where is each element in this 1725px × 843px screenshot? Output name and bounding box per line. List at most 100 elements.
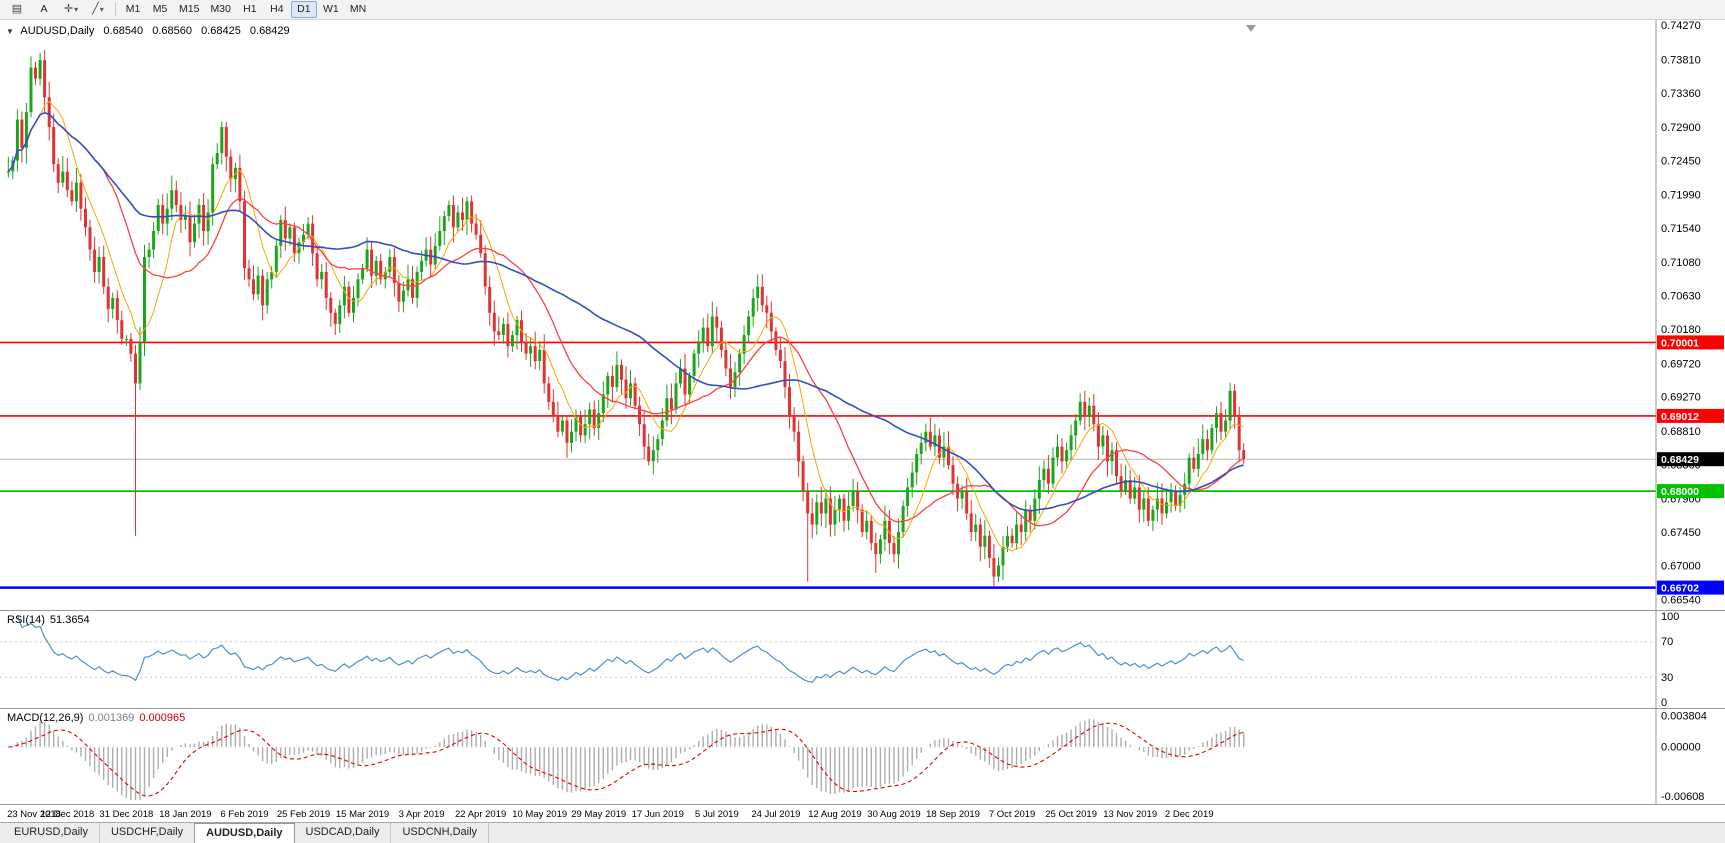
svg-text:0.68000: 0.68000 xyxy=(1661,486,1699,498)
price-axis[interactable]: 0.74270 0.73810 0.73360 0.72900 0.72450 0.719… xyxy=(1661,20,1707,803)
svg-text:0.71540: 0.71540 xyxy=(1661,223,1701,235)
top-toolbar: ▤ A ✛ ▾ ╱ ▾ M1 M5 M15 M30 H1 H4 D1 W1 MN xyxy=(0,0,1725,20)
symbol-name: AUDUSD,Daily xyxy=(20,25,95,37)
svg-text:0.70180: 0.70180 xyxy=(1661,324,1701,336)
macd-indicator-label: MACD(12,26,9) 0.001369 0.000965 xyxy=(7,712,185,724)
svg-text:0.69012: 0.69012 xyxy=(1661,411,1699,423)
svg-text:18 Sep 2019: 18 Sep 2019 xyxy=(926,809,980,820)
macd-main-value: 0.001369 xyxy=(88,712,135,724)
cursor-tool-button[interactable]: ✛ ▾ xyxy=(58,1,84,18)
moving-average-8-line xyxy=(7,100,1244,552)
chevron-down-icon: ▾ xyxy=(74,5,79,14)
timeframe-button-h1[interactable]: H1 xyxy=(243,3,257,15)
chart-svg[interactable]: 0.74270 0.73810 0.73360 0.72900 0.72450 0.719… xyxy=(0,20,1725,822)
svg-text:0.66702: 0.66702 xyxy=(1661,583,1699,595)
timeframe-button-m30[interactable]: M30 xyxy=(210,3,231,15)
svg-text:0.00000: 0.00000 xyxy=(1661,742,1701,754)
price-label-box: 0.69012 xyxy=(1657,408,1724,423)
svg-text:29 May 2019: 29 May 2019 xyxy=(571,809,626,820)
svg-text:12 Dec 2018: 12 Dec 2018 xyxy=(40,809,94,820)
svg-text:5 Jul 2019: 5 Jul 2019 xyxy=(695,809,739,820)
svg-text:22 Apr 2019: 22 Apr 2019 xyxy=(455,809,506,820)
svg-text:0.69720: 0.69720 xyxy=(1661,358,1701,370)
svg-text:0.70630: 0.70630 xyxy=(1661,291,1701,303)
svg-text:0.72450: 0.72450 xyxy=(1661,155,1701,167)
chart-tabbar: EURUSD,Daily USDCHF,Daily AUDUSD,Daily U… xyxy=(0,822,1725,843)
collapse-arrow-icon[interactable]: ▼ xyxy=(6,27,14,36)
new-chart-button[interactable]: ▤ xyxy=(4,1,30,18)
svg-text:0.71990: 0.71990 xyxy=(1661,190,1701,202)
rsi-line xyxy=(16,614,1244,683)
timeframe-button-mn[interactable]: MN xyxy=(349,3,367,15)
svg-text:0.70001: 0.70001 xyxy=(1661,337,1699,349)
svg-text:0.003804: 0.003804 xyxy=(1661,711,1707,723)
timeframe-button-w1[interactable]: W1 xyxy=(323,3,339,15)
chart-canvas[interactable]: 0.74270 0.73810 0.73360 0.72900 0.72450 0.719… xyxy=(0,20,1725,822)
timeframe-button-d1[interactable]: D1 xyxy=(290,1,317,18)
chart-tab-usdchf[interactable]: USDCHF,Daily xyxy=(100,823,196,843)
svg-text:30 Aug 2019: 30 Aug 2019 xyxy=(867,809,920,820)
chart-background xyxy=(0,20,1725,822)
rsi-value: 51.3654 xyxy=(49,614,90,626)
timeframe-button-m5[interactable]: M5 xyxy=(152,3,168,15)
price-label-box: 0.68429 xyxy=(1657,452,1724,466)
svg-text:23 Nov 2018: 23 Nov 2018 xyxy=(7,809,61,820)
chart-window-icon: ▤ xyxy=(11,3,23,15)
chart-tab-usdcad[interactable]: USDCAD,Daily xyxy=(295,823,392,843)
svg-text:0.67450: 0.67450 xyxy=(1661,527,1701,539)
crosshair-icon: ✛ xyxy=(63,3,74,15)
svg-text:-0.00608: -0.00608 xyxy=(1661,791,1704,803)
trendline-icon: ╱ xyxy=(92,3,99,15)
moving-average-50-line xyxy=(7,111,1244,512)
svg-text:18 Jan 2019: 18 Jan 2019 xyxy=(159,809,211,820)
svg-text:0.68810: 0.68810 xyxy=(1661,426,1701,438)
svg-text:3 Apr 2019: 3 Apr 2019 xyxy=(399,809,445,820)
chevron-down-icon: ▾ xyxy=(99,5,104,14)
svg-text:0.66540: 0.66540 xyxy=(1661,595,1701,607)
svg-text:12 Aug 2019: 12 Aug 2019 xyxy=(808,809,861,820)
ohlc-close: 0.68429 xyxy=(249,25,290,37)
svg-text:0.68429: 0.68429 xyxy=(1661,454,1699,466)
chart-tab-audusd[interactable]: AUDUSD,Daily xyxy=(194,823,295,843)
svg-text:0.74270: 0.74270 xyxy=(1661,20,1701,32)
price-label-box: 0.70001 xyxy=(1657,335,1724,349)
text-tool-button[interactable]: A xyxy=(31,1,57,18)
svg-text:24 Jul 2019: 24 Jul 2019 xyxy=(751,809,800,820)
timeframe-button-h4[interactable]: H4 xyxy=(270,3,284,15)
svg-text:30: 30 xyxy=(1661,672,1673,684)
text-tool-label: A xyxy=(40,3,48,15)
svg-text:10 May 2019: 10 May 2019 xyxy=(512,809,567,820)
svg-text:0.67000: 0.67000 xyxy=(1661,560,1701,572)
svg-text:70: 70 xyxy=(1661,636,1673,648)
svg-text:100: 100 xyxy=(1661,611,1679,623)
ohlc-open: 0.68540 xyxy=(103,25,144,37)
svg-text:6 Feb 2019: 6 Feb 2019 xyxy=(220,809,268,820)
svg-text:0.72900: 0.72900 xyxy=(1661,122,1701,134)
ohlc-low: 0.68425 xyxy=(201,25,241,37)
svg-text:13 Nov 2019: 13 Nov 2019 xyxy=(1103,809,1157,820)
svg-text:0: 0 xyxy=(1661,697,1667,709)
symbol-info-line: ▼ AUDUSD,Daily 0.68540 0.68560 0.68425 0… xyxy=(6,25,290,37)
svg-text:0.71080: 0.71080 xyxy=(1661,257,1701,269)
chart-tab-eurusd[interactable]: EURUSD,Daily xyxy=(3,823,100,843)
svg-text:25 Oct 2019: 25 Oct 2019 xyxy=(1045,809,1097,820)
timeframe-button-m1[interactable]: M1 xyxy=(125,3,141,15)
draw-tool-button[interactable]: ╱ ▾ xyxy=(85,1,111,18)
svg-text:17 Jun 2019: 17 Jun 2019 xyxy=(632,809,684,820)
chart-tab-usdcnh[interactable]: USDCNH,Daily xyxy=(391,823,490,843)
price-label-box: 0.68000 xyxy=(1657,484,1724,498)
ohlc-high: 0.68560 xyxy=(152,25,192,37)
chart-window[interactable]: 0.74270 0.73810 0.73360 0.72900 0.72450 0.719… xyxy=(0,20,1725,822)
timeframe-button-m15[interactable]: M15 xyxy=(179,3,200,15)
svg-text:7 Oct 2019: 7 Oct 2019 xyxy=(989,809,1035,820)
svg-text:0.73360: 0.73360 xyxy=(1661,88,1701,100)
price-label-box: 0.66702 xyxy=(1657,580,1724,595)
svg-text:15 Mar 2019: 15 Mar 2019 xyxy=(336,809,389,820)
svg-text:25 Feb 2019: 25 Feb 2019 xyxy=(277,809,330,820)
candlestick-series xyxy=(6,50,1246,587)
macd-signal-line xyxy=(8,722,1244,797)
svg-text:0.69270: 0.69270 xyxy=(1661,392,1701,404)
moving-average-20-line xyxy=(7,112,1245,527)
chart-shift-marker[interactable] xyxy=(1246,25,1256,32)
